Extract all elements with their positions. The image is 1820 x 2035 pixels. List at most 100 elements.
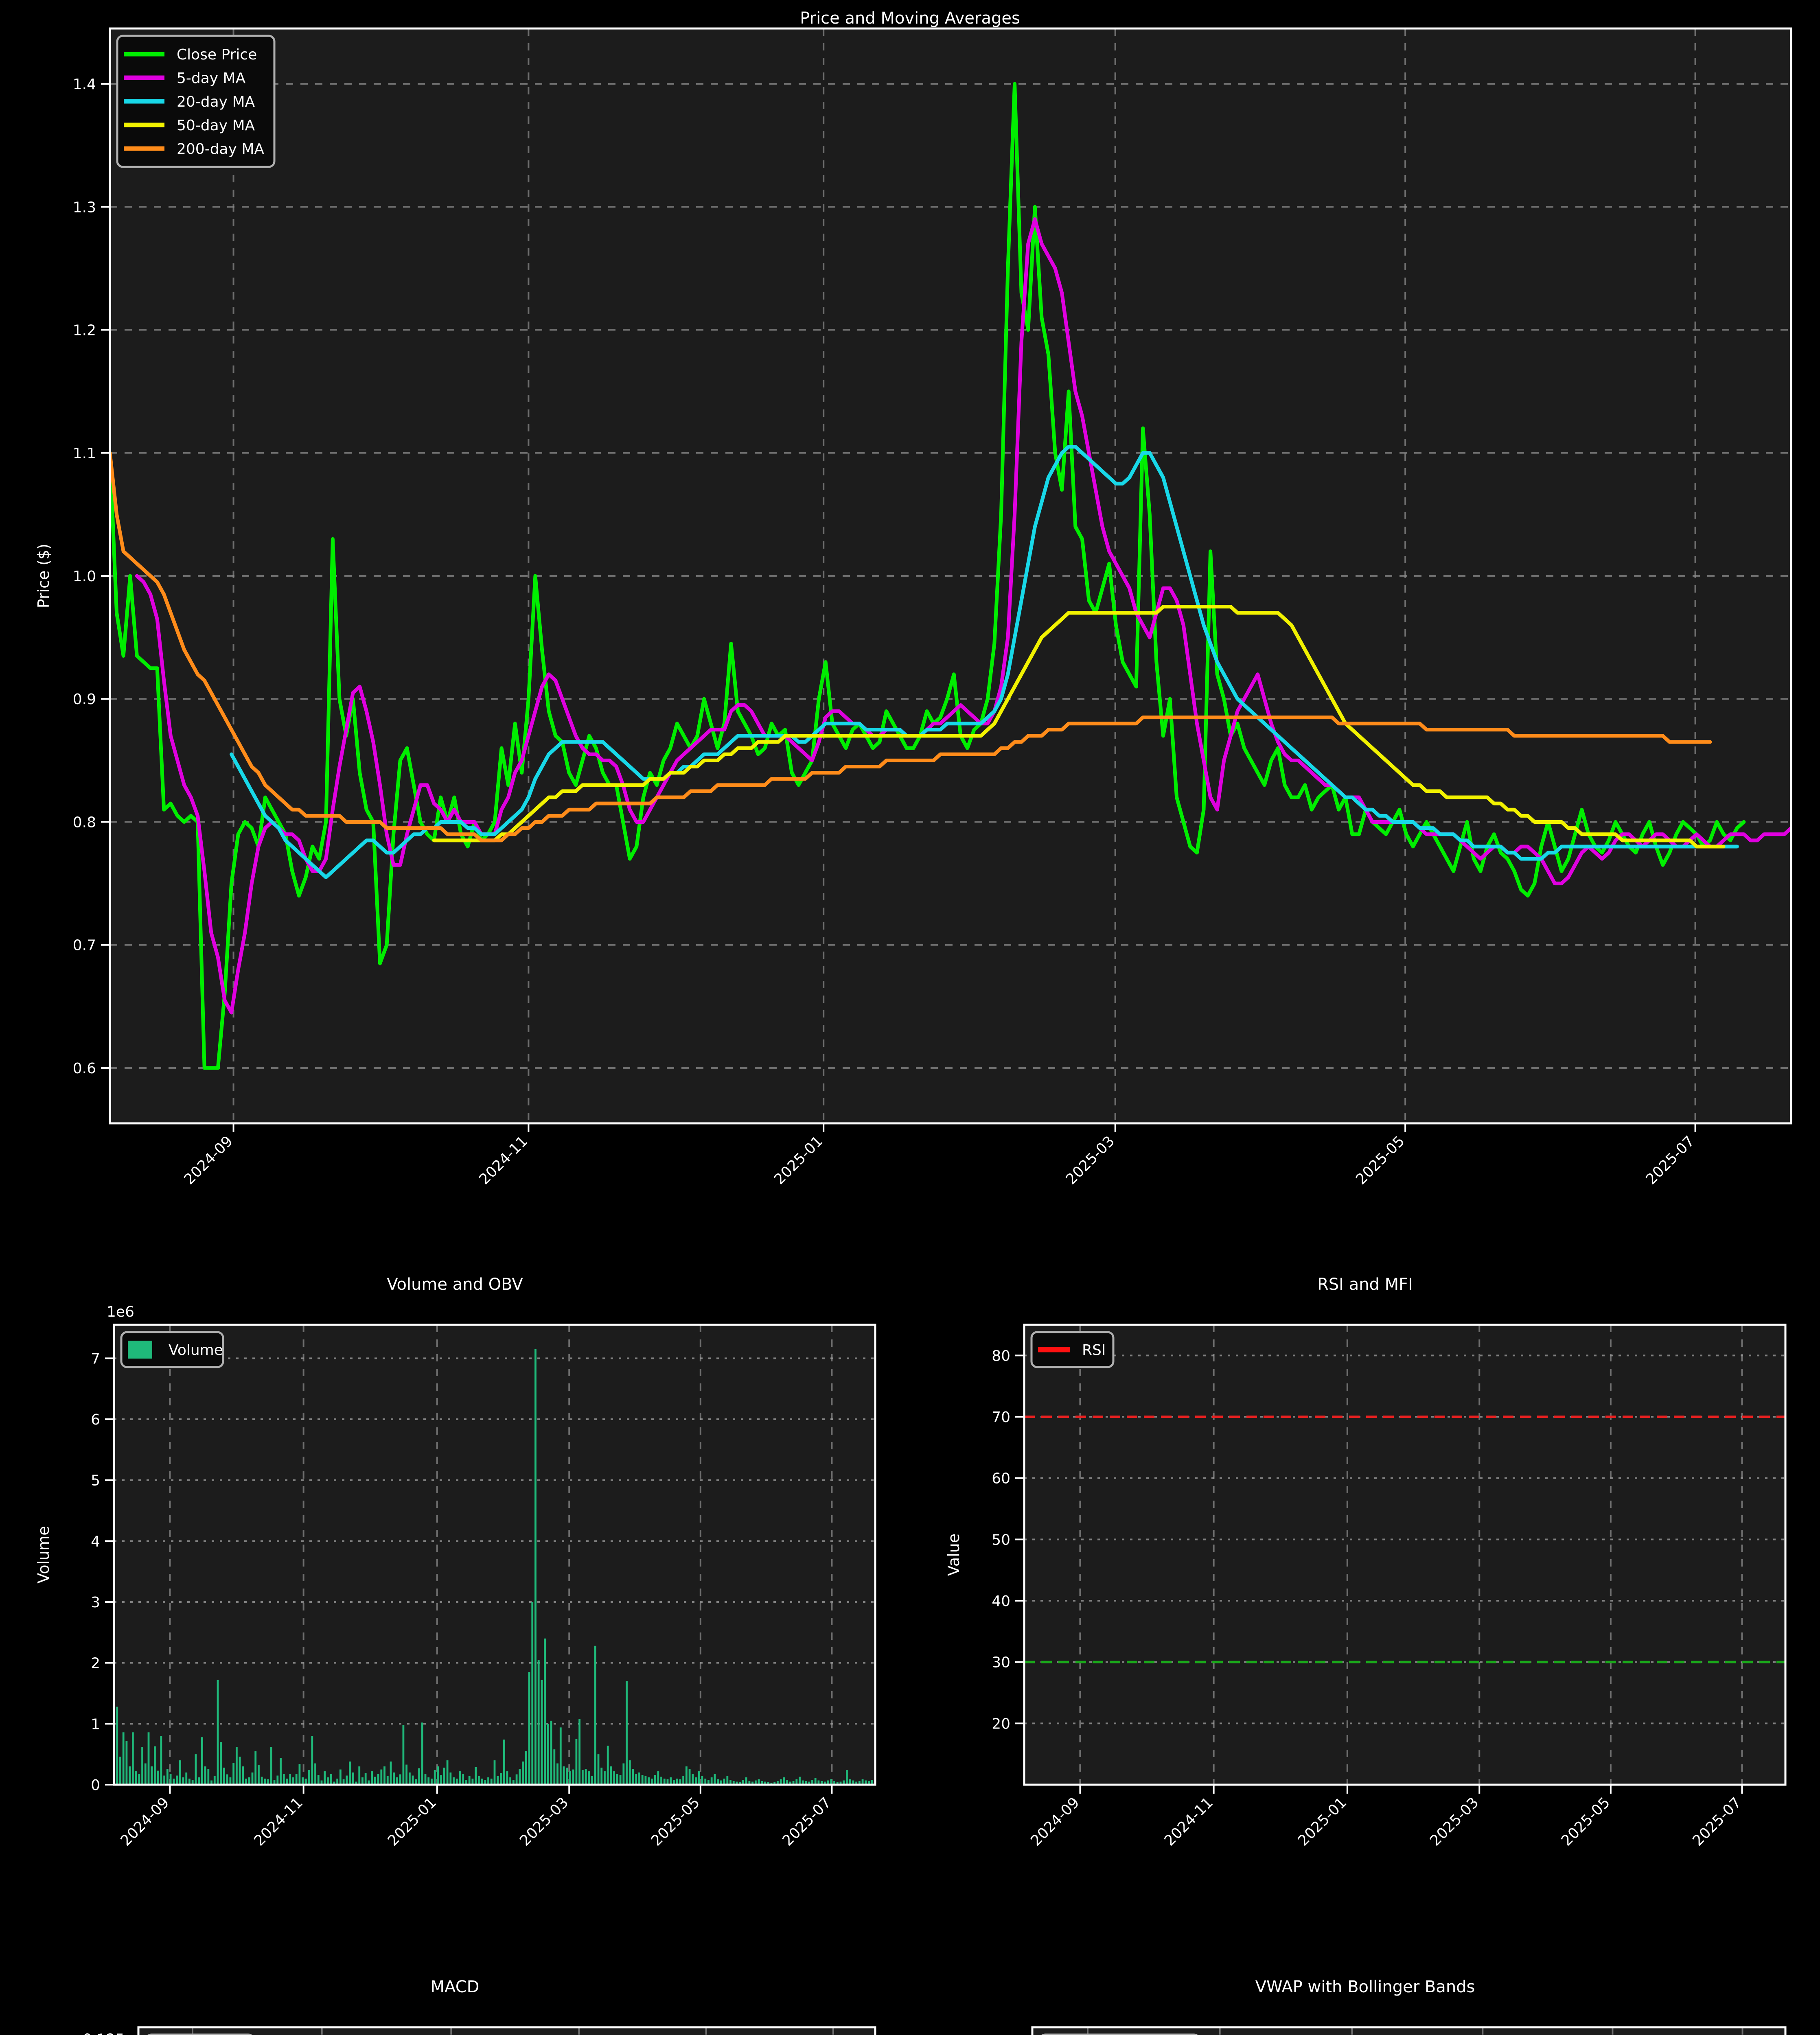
volume-bar bbox=[292, 1777, 294, 1785]
volume-bar bbox=[295, 1774, 298, 1785]
y-tick-label: 1.4 bbox=[73, 76, 96, 93]
volume-bar bbox=[330, 1774, 332, 1785]
volume-bar bbox=[698, 1771, 700, 1785]
volume-bar bbox=[644, 1776, 647, 1785]
y-tick-label: 1.3 bbox=[73, 199, 96, 216]
volume-bar bbox=[135, 1771, 137, 1785]
volume-bar bbox=[477, 1776, 480, 1785]
volume-bar bbox=[500, 1773, 502, 1785]
volume-bar bbox=[792, 1781, 795, 1785]
volume-bar bbox=[176, 1775, 178, 1785]
volume-bar bbox=[512, 1780, 515, 1785]
volume-bar bbox=[333, 1781, 335, 1785]
volume-bar bbox=[374, 1777, 376, 1785]
volume-bar bbox=[777, 1781, 779, 1785]
legend-box bbox=[1030, 1331, 1115, 1368]
volume-bar bbox=[232, 1763, 235, 1785]
volume-bar bbox=[861, 1779, 864, 1785]
y-tick-label: 1.0 bbox=[73, 568, 96, 585]
volume-bar bbox=[811, 1780, 813, 1785]
volume-bar bbox=[865, 1780, 867, 1785]
volume-bar bbox=[418, 1768, 420, 1785]
volume-bar bbox=[786, 1780, 788, 1785]
volume-bar bbox=[286, 1779, 288, 1785]
volume-bar bbox=[235, 1747, 238, 1785]
volume-chart-svg: 2024-09 2024-11 2025-01 2025-03 2025-05 2025-… bbox=[0, 1243, 910, 1946]
volume-bar bbox=[327, 1777, 329, 1785]
legend-box bbox=[116, 35, 276, 168]
volume-bar bbox=[220, 1742, 222, 1785]
price-panel-title: Price and Moving Averages bbox=[800, 9, 1020, 28]
volume-bar bbox=[632, 1769, 634, 1785]
volume-bar bbox=[119, 1757, 121, 1785]
volume-bar bbox=[239, 1757, 241, 1785]
volume-bar bbox=[207, 1769, 210, 1785]
y-tick-label: 1.1 bbox=[73, 445, 96, 462]
volume-bar bbox=[431, 1779, 433, 1785]
plot-area bbox=[113, 1324, 876, 1786]
volume-bar bbox=[386, 1776, 389, 1785]
volume-bar bbox=[871, 1780, 873, 1785]
volume-bar bbox=[607, 1746, 609, 1785]
volume-bar bbox=[585, 1769, 587, 1785]
price-panel: Price and Moving Averages 2024-09 2024-11… bbox=[0, 0, 1820, 1188]
volume-bar bbox=[534, 1349, 537, 1785]
volume-bar bbox=[361, 1777, 364, 1785]
plot-area bbox=[1023, 1324, 1787, 1786]
y-tick-label: 70 bbox=[992, 1409, 1010, 1426]
volume-bar bbox=[619, 1775, 622, 1785]
volume-bar bbox=[764, 1781, 766, 1785]
y-tick-label: 80 bbox=[992, 1348, 1010, 1364]
volume-bar bbox=[481, 1779, 483, 1785]
volume-bar bbox=[506, 1771, 508, 1785]
volume-bar bbox=[264, 1779, 266, 1785]
volume-bar bbox=[298, 1764, 301, 1785]
volume-bar bbox=[437, 1766, 439, 1785]
volume-bar bbox=[160, 1736, 162, 1785]
volume-bar bbox=[245, 1779, 247, 1785]
price-chart-svg: 2024-09 2024-11 2025-01 2025-03 2025-05 2025-… bbox=[0, 0, 1820, 1188]
volume-bar bbox=[242, 1766, 244, 1785]
volume-bar bbox=[131, 1732, 134, 1785]
volume-bar bbox=[726, 1776, 729, 1785]
volume-bar bbox=[868, 1781, 870, 1785]
volume-bar bbox=[302, 1777, 304, 1785]
volume-bar bbox=[371, 1771, 373, 1785]
clip-top bbox=[0, 1243, 910, 1325]
volume-bar bbox=[830, 1779, 832, 1785]
volume-bar bbox=[204, 1766, 206, 1785]
volume-bar bbox=[377, 1774, 379, 1785]
volume-bar bbox=[758, 1779, 760, 1785]
volume-bar bbox=[789, 1781, 791, 1785]
y-tick-label: 3 bbox=[91, 1594, 100, 1611]
clip-top bbox=[0, 0, 1820, 28]
volume-bar bbox=[657, 1771, 659, 1785]
volume-bar bbox=[173, 1779, 175, 1785]
volume-bar bbox=[802, 1780, 804, 1785]
volume-bar bbox=[270, 1747, 272, 1785]
volume-bar bbox=[783, 1777, 785, 1785]
vwap-chart-svg: 2024-092024-112025-012025-032025-052025-… bbox=[910, 1946, 1820, 2035]
y-tick-label: 0.6 bbox=[73, 1060, 96, 1077]
volume-bar bbox=[544, 1638, 546, 1785]
volume-bar bbox=[399, 1774, 401, 1785]
volume-bar bbox=[380, 1769, 383, 1785]
volume-bar bbox=[349, 1761, 351, 1785]
volume-bar bbox=[827, 1780, 829, 1785]
volume-bar bbox=[682, 1776, 685, 1785]
macd-panel-title: MACD bbox=[430, 1978, 480, 1996]
volume-bar bbox=[191, 1780, 194, 1785]
volume-bar bbox=[421, 1722, 423, 1785]
volume-bar bbox=[261, 1777, 263, 1785]
volume-bar bbox=[311, 1736, 313, 1785]
volume-bar bbox=[629, 1760, 631, 1785]
clip-top bbox=[910, 1243, 1820, 1325]
legend: RSI bbox=[1030, 1331, 1115, 1368]
volume-bar bbox=[166, 1769, 169, 1785]
volume-bar bbox=[685, 1766, 688, 1785]
volume-bar bbox=[289, 1774, 291, 1785]
volume-bar bbox=[314, 1763, 316, 1785]
volume-bar bbox=[304, 1779, 307, 1785]
volume-bar bbox=[575, 1739, 578, 1785]
volume-bar bbox=[346, 1775, 348, 1785]
